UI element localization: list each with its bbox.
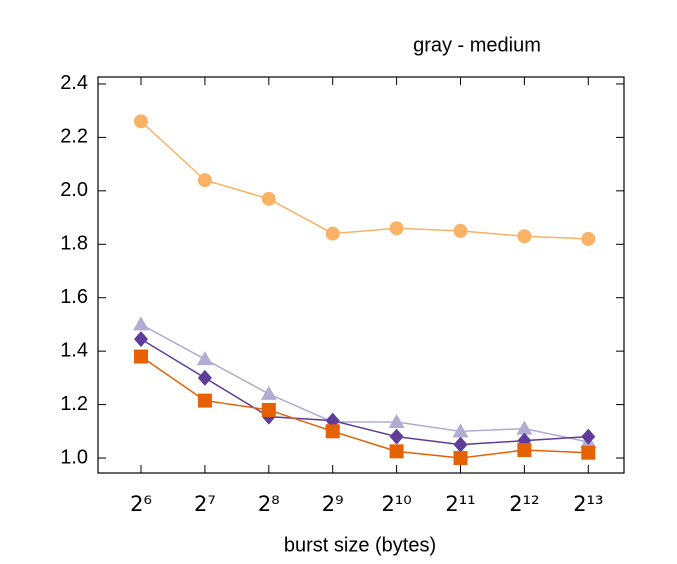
- marker: [453, 223, 468, 238]
- marker: [133, 316, 149, 331]
- y-tick-label: 1.0: [60, 446, 88, 468]
- marker: [197, 393, 212, 408]
- marker: [134, 349, 148, 364]
- marker: [452, 423, 469, 438]
- marker: [581, 445, 596, 460]
- marker: [389, 221, 404, 236]
- x-tick-label: 2⁷: [194, 492, 216, 516]
- marker: [389, 444, 404, 459]
- x-tick-label: 2⁸: [258, 492, 280, 516]
- marker: [388, 413, 405, 428]
- series-line: [140, 338, 589, 446]
- marker: [453, 436, 468, 453]
- x-tick-label: 2⁹: [322, 492, 344, 516]
- series-line: [140, 355, 589, 459]
- y-tick-label: 2.2: [60, 126, 88, 148]
- marker: [197, 369, 212, 386]
- marker: [516, 420, 533, 435]
- marker: [261, 402, 276, 417]
- y-tick-label: 2.0: [60, 179, 88, 201]
- marker: [134, 331, 148, 348]
- y-tick-label: 1.4: [60, 339, 88, 361]
- plot-frame: [97, 76, 625, 474]
- x-tick-label: 2¹¹: [445, 492, 475, 516]
- marker: [260, 385, 277, 400]
- marker: [517, 229, 532, 244]
- x-tick-label: 2¹³: [573, 492, 603, 516]
- y-tick-label: 1.2: [60, 393, 88, 415]
- x-tick-label: 2¹⁰: [381, 492, 411, 516]
- marker: [581, 231, 596, 246]
- marker: [389, 428, 404, 445]
- y-tick-label: 1.8: [60, 233, 88, 255]
- marker: [196, 351, 213, 366]
- x-axis-label: burst size (bytes): [284, 534, 436, 556]
- y-tick-label: 1.6: [60, 286, 88, 308]
- marker: [197, 173, 212, 188]
- marker: [325, 424, 340, 439]
- x-tick-label: 2⁶: [130, 492, 152, 516]
- marker: [325, 226, 340, 241]
- marker: [517, 443, 532, 458]
- chart-title: gray - medium: [413, 34, 541, 56]
- x-tick-label: 2¹²: [509, 492, 539, 516]
- marker: [261, 191, 276, 206]
- marker: [581, 428, 596, 445]
- series-line: [140, 120, 589, 240]
- marker: [453, 451, 468, 466]
- y-tick-label: 2.4: [60, 72, 88, 94]
- series-line: [140, 323, 589, 443]
- marker: [134, 114, 148, 129]
